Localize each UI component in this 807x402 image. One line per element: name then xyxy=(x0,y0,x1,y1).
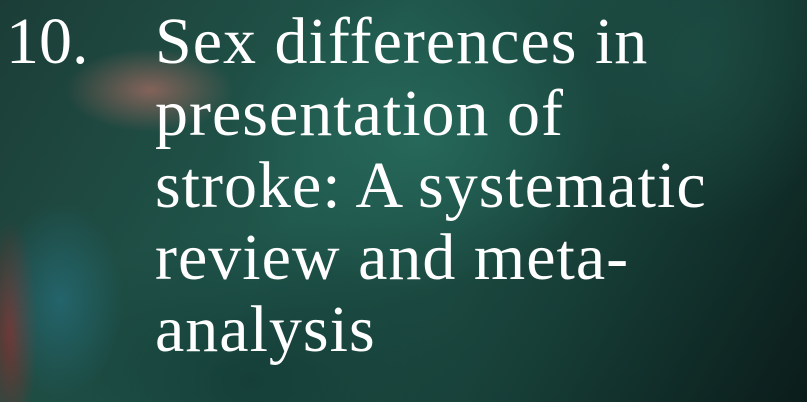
title-line: presentation of xyxy=(155,78,707,150)
title-line: Sex differences in xyxy=(155,6,707,78)
title-line: review and meta- xyxy=(155,222,707,294)
title-line: stroke: A systematic xyxy=(155,150,707,222)
title-line: analysis xyxy=(155,294,707,366)
slide: 10. Sex differences inpresentation ofstr… xyxy=(0,0,807,402)
item-number: 10. xyxy=(6,6,89,78)
